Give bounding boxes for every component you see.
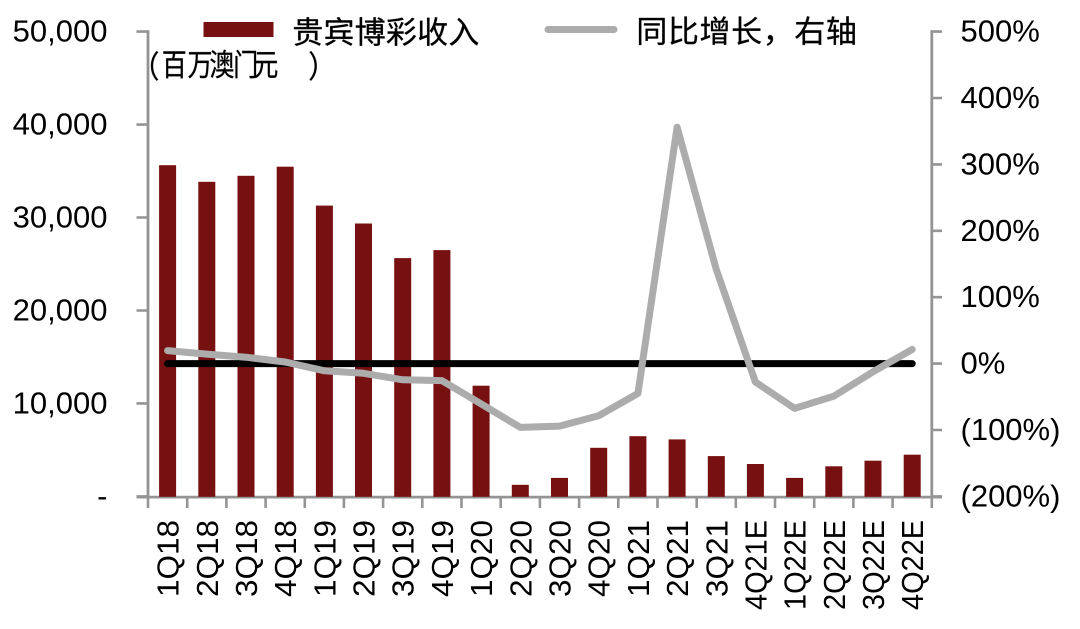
svg-text:20,000: 20,000: [13, 293, 108, 328]
svg-text:30,000: 30,000: [13, 200, 108, 235]
svg-text:0%: 0%: [961, 346, 1006, 381]
svg-text:(200%): (200%): [961, 478, 1061, 513]
svg-text:10,000: 10,000: [13, 385, 108, 420]
svg-text:3Q18: 3Q18: [229, 520, 264, 597]
svg-text:500%: 500%: [961, 14, 1040, 49]
svg-text:2Q20: 2Q20: [503, 520, 538, 597]
svg-text:3Q20: 3Q20: [543, 520, 578, 597]
svg-text:4Q20: 4Q20: [582, 520, 617, 597]
svg-text:1Q18: 1Q18: [151, 520, 186, 597]
svg-text:1Q22E: 1Q22E: [778, 520, 813, 610]
svg-text:1Q21: 1Q21: [621, 520, 656, 597]
svg-text:40,000: 40,000: [13, 107, 108, 142]
svg-text:(100%): (100%): [961, 412, 1061, 447]
svg-text:1Q20: 1Q20: [464, 520, 499, 597]
svg-text:4Q18: 4Q18: [268, 520, 303, 597]
svg-text:50,000: 50,000: [13, 14, 108, 49]
svg-text:4Q21E: 4Q21E: [738, 520, 773, 610]
svg-text:1Q19: 1Q19: [307, 520, 342, 597]
svg-text:3Q21: 3Q21: [699, 520, 734, 597]
svg-text:100%: 100%: [961, 279, 1040, 314]
svg-text:4Q22E: 4Q22E: [895, 520, 930, 610]
svg-text:3Q19: 3Q19: [386, 520, 421, 597]
svg-text:2Q21: 2Q21: [660, 520, 695, 597]
svg-text:3Q22E: 3Q22E: [856, 520, 891, 610]
svg-text:2Q18: 2Q18: [190, 520, 225, 597]
svg-text:2Q22E: 2Q22E: [817, 520, 852, 610]
svg-text:2Q19: 2Q19: [347, 520, 382, 597]
svg-text:200%: 200%: [961, 213, 1040, 248]
svg-text:4Q19: 4Q19: [425, 520, 460, 597]
svg-text:300%: 300%: [961, 146, 1040, 181]
svg-text:400%: 400%: [961, 80, 1040, 115]
svg-text:-: -: [97, 478, 107, 513]
